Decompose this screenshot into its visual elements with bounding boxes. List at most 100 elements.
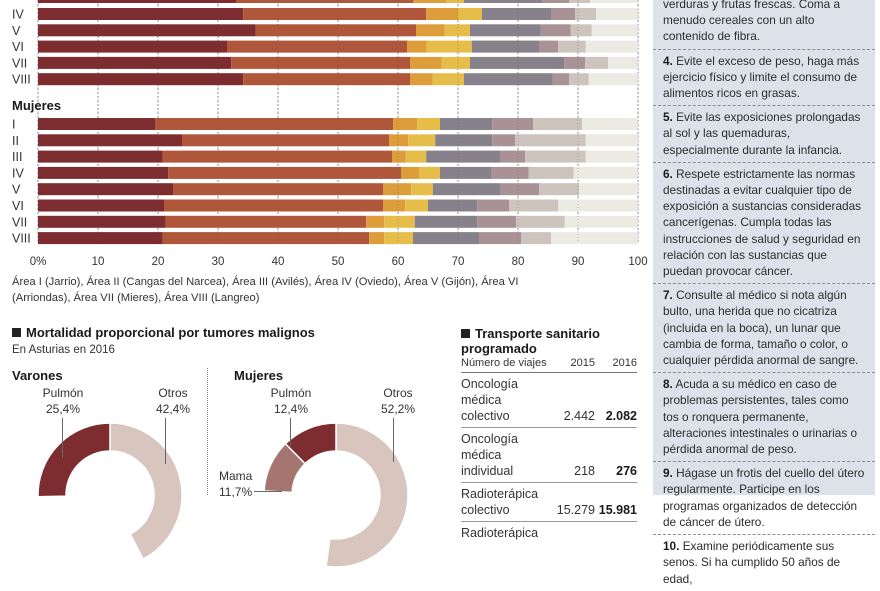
x-tick-label: 60 [392,256,405,268]
bar-segment [525,150,586,163]
bar-segment [552,73,569,86]
bar-segment [227,40,407,53]
bar-segment [558,40,586,53]
mujeres-pulmon-label: Pulmón 12,4% [270,386,312,416]
category-label: V [12,183,21,197]
bar-segment [38,56,232,69]
bar-segment [585,150,638,163]
category-label: VI [12,40,24,54]
transporte-table: Número de viajes 2015 2016 Oncología méd… [461,355,637,544]
bar-segment [491,166,529,179]
bullet-square-icon [461,329,470,338]
bar-segment [38,24,256,37]
bar-segment [243,73,410,86]
bar-segment [426,150,500,163]
x-tick-label: 80 [512,256,525,268]
leader-line [165,418,166,464]
bar-segment [558,199,638,212]
x-tick-label: 50 [332,256,345,268]
bar-segment [173,183,383,196]
bar-segment [255,24,416,37]
bar-segment [410,56,442,69]
bar-segment [569,0,590,3]
bar-segment [591,24,638,37]
tip-item: verduras y frutas frescas. Coma a menudo… [653,0,875,50]
bar-segment [164,199,383,212]
bar-segment [413,0,446,3]
category-label: II [12,134,19,148]
bar-segment [38,73,244,86]
bar-segment [608,56,638,69]
bar-segment [38,232,163,245]
bar-segment [575,8,596,20]
mujeres-mama-label: Mama 11,7% [219,469,253,499]
group-label: Mujeres [12,98,61,113]
bar-segment [38,183,173,196]
mortalidad-subtitle: En Asturias en 2016 [12,344,115,356]
bar-segment [528,166,574,179]
bar-segment [405,199,428,212]
transporte-title: Transporte sanitario programado [461,326,600,356]
bar-segment [470,56,565,69]
bar-segment [440,118,493,130]
tip-item: 5. Evite las exposiciones prolongadas al… [653,106,875,163]
bar-segment [482,8,551,20]
divider [207,368,208,495]
bar-segment [477,215,517,228]
table-row: Radioterápica colectivo 15.279 15.981 [461,483,637,522]
donut-slice-pulmn [284,422,337,465]
leader-line [254,491,282,492]
bar-segment [408,134,436,147]
bar-segment [564,56,586,69]
donut-chart-mujeres [263,422,409,568]
table-header: Número de viajes 2015 2016 [461,355,637,373]
bar-segment [243,8,427,20]
bar-segment [165,215,367,228]
bar-segment [596,8,638,20]
bar-segment [464,73,553,86]
area-legend-note: Área I (Jarrio), Área II (Cangas del Nar… [12,276,519,304]
stacked-bar-chart: 0% 10 20 30 40 50 60 70 80 90 100IVVVIVIIVIIIMujer… [12,0,648,268]
mortalidad-title: Mortalidad proporcional por tumores mali… [12,325,315,340]
x-tick-label: 0% [30,256,47,268]
bar-segment [392,150,406,163]
bar-segment [470,24,541,37]
x-tick-label: 40 [272,256,285,268]
bar-segment [500,183,539,196]
donut-slice-otros [325,422,409,568]
tip-item: 10. Examine periódicamente sus senos. Si… [663,539,841,586]
category-label: VIII [12,73,31,87]
tip-item: 8. Acuda a su médico en caso de problema… [653,373,875,463]
bar-segment [414,215,478,228]
bullet-square-icon [12,328,21,337]
bar-segment [573,166,638,179]
bar-segment [432,183,500,196]
bar-segment [401,166,419,179]
tip-item: 9. Hágase un frotis del cuello del útero… [653,462,875,536]
bar-segment [509,199,559,212]
bar-segment [588,73,638,86]
bar-segment [428,199,478,212]
bar-segment [38,118,155,130]
bar-segment [155,118,394,130]
bar-segment [383,183,412,196]
bar-segment [539,183,580,196]
bar-segment [539,40,559,53]
x-tick-label: 30 [212,256,225,268]
category-label: III [12,150,22,164]
bar-segment [432,73,464,86]
category-label: V [12,24,21,38]
bar-segment [416,24,445,37]
bar-segment [441,56,470,69]
bar-segment [444,24,470,37]
bar-segment [38,215,166,228]
bar-segment [182,134,389,147]
bar-segment [435,134,493,147]
bar-segment [38,0,236,3]
bar-segment [551,8,575,20]
bar-segment [479,232,521,245]
bar-segment [458,8,482,20]
bar-segment [162,232,370,245]
bar-segment [446,0,464,3]
bar-segment [492,118,533,130]
